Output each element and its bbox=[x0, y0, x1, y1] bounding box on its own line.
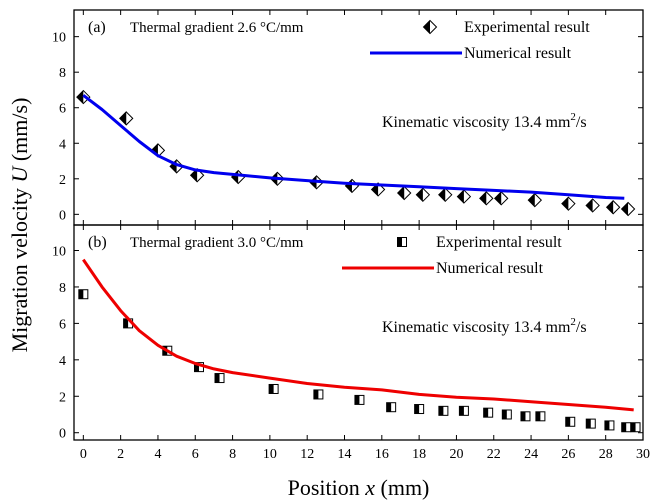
experimental-point bbox=[520, 411, 531, 422]
legend-label-numerical: Numerical result bbox=[464, 45, 572, 62]
experimental-point bbox=[268, 383, 279, 394]
x-tick-label: 4 bbox=[154, 447, 161, 462]
x-tick-label: 24 bbox=[524, 447, 538, 462]
experimental-point bbox=[527, 192, 543, 208]
y-tick-label: 0 bbox=[59, 427, 66, 442]
experimental-point bbox=[354, 394, 365, 405]
y-tick-label: 6 bbox=[59, 102, 66, 117]
y-tick-label: 8 bbox=[59, 66, 66, 81]
experimental-point bbox=[483, 407, 494, 418]
experimental-point bbox=[438, 405, 449, 416]
x-tick-label: 6 bbox=[192, 447, 199, 462]
experimental-point bbox=[561, 196, 576, 211]
panel-frame-b bbox=[73, 224, 644, 441]
y-tick-label: 2 bbox=[59, 390, 66, 405]
y-tick-label: 6 bbox=[59, 317, 66, 332]
legend: Experimental result Numerical result bbox=[370, 19, 590, 62]
x-tick-label: 0 bbox=[80, 447, 87, 462]
y-tick-label: 2 bbox=[59, 173, 66, 188]
legend-label-experimental: Experimental result bbox=[464, 19, 590, 36]
numerical-result-line bbox=[82, 258, 634, 412]
experimental-point bbox=[479, 191, 494, 206]
x-tick-label: 18 bbox=[412, 447, 426, 462]
experimental-point bbox=[456, 189, 472, 204]
x-tick-label: 10 bbox=[263, 447, 277, 462]
x-axis-title: Position x (mm) bbox=[288, 475, 430, 500]
legend: Experimental result Numerical result bbox=[342, 234, 562, 277]
panel-label: (b) bbox=[88, 234, 107, 251]
legend-marker bbox=[397, 237, 407, 247]
legend-label-experimental: Experimental result bbox=[436, 234, 562, 251]
experimental-point bbox=[396, 185, 412, 201]
y-tick-label: 8 bbox=[59, 281, 66, 296]
experimental-point bbox=[415, 187, 431, 203]
numerical-result-line bbox=[82, 94, 625, 200]
x-tick-label: 16 bbox=[375, 447, 389, 462]
experimental-point bbox=[585, 198, 600, 213]
experimental-point bbox=[535, 411, 546, 422]
y-tick-label: 10 bbox=[52, 31, 66, 46]
experimental-point bbox=[230, 169, 246, 185]
y-axis-title: Migration velocity U (mm/s) bbox=[7, 98, 32, 353]
x-tick-label: 14 bbox=[338, 447, 352, 462]
experimental-point bbox=[630, 422, 641, 433]
experimental-point bbox=[214, 373, 225, 384]
legend-marker bbox=[422, 19, 438, 35]
experimental-point bbox=[585, 418, 596, 429]
y-tick-label: 10 bbox=[52, 245, 66, 260]
panel-title: Thermal gradient 2.6 °C/mm bbox=[130, 20, 304, 36]
x-tick-label: 26 bbox=[561, 447, 575, 462]
experimental-point bbox=[344, 178, 360, 194]
y-tick-label: 4 bbox=[59, 354, 66, 369]
experimental-point bbox=[414, 404, 425, 415]
experimental-point bbox=[78, 289, 89, 300]
experimental-point bbox=[604, 420, 615, 431]
experimental-point bbox=[494, 191, 509, 206]
experimental-point bbox=[501, 409, 512, 420]
experimental-point bbox=[621, 422, 632, 433]
viscosity-annotation: Kinematic viscosity 13.4 mm2/s bbox=[382, 316, 587, 336]
x-tick-label: 30 bbox=[636, 447, 650, 462]
panel-label: (a) bbox=[88, 19, 106, 36]
panel-title: Thermal gradient 3.0 °C/mm bbox=[130, 235, 304, 251]
x-tick-label: 8 bbox=[229, 447, 236, 462]
x-tick-label: 2 bbox=[117, 447, 124, 462]
experimental-point bbox=[605, 200, 621, 215]
experimental-point bbox=[620, 201, 636, 217]
experimental-point bbox=[438, 187, 453, 203]
y-tick-label: 4 bbox=[59, 137, 66, 152]
experimental-point bbox=[313, 389, 324, 400]
experimental-point bbox=[386, 402, 397, 413]
experimental-point bbox=[119, 111, 134, 126]
x-tick-label: 22 bbox=[487, 447, 501, 462]
legend-label-numerical: Numerical result bbox=[436, 260, 544, 277]
y-tick-label: 0 bbox=[59, 208, 66, 223]
viscosity-annotation: Kinematic viscosity 13.4 mm2/s bbox=[382, 111, 587, 131]
experimental-point bbox=[458, 405, 469, 416]
x-tick-label: 28 bbox=[599, 447, 613, 462]
experimental-point bbox=[565, 416, 576, 427]
x-tick-label: 20 bbox=[449, 447, 463, 462]
x-tick-label: 12 bbox=[300, 447, 314, 462]
